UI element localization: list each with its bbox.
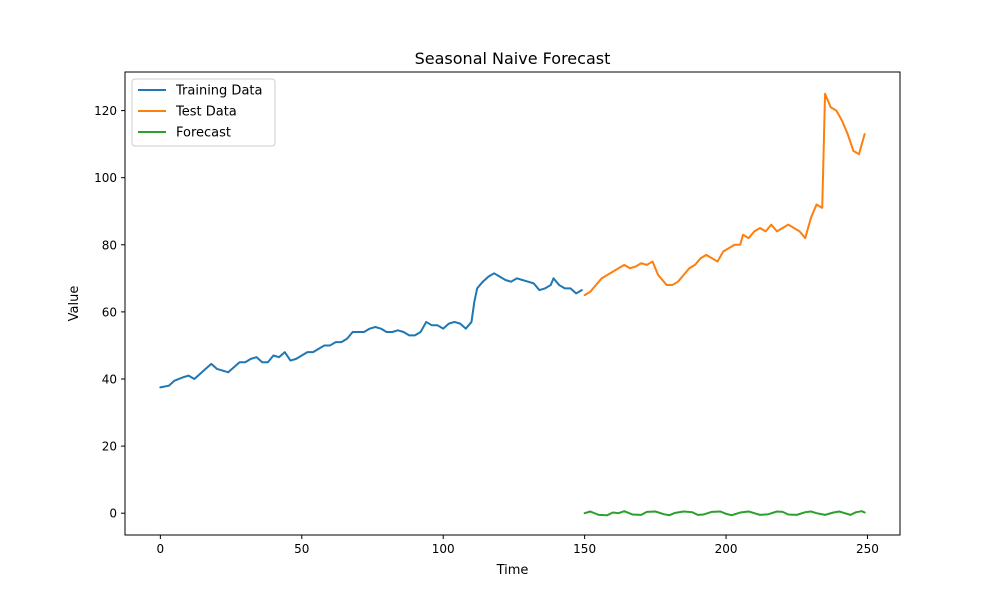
y-axis-label: Value	[67, 286, 82, 322]
legend-label-forecast: Forecast	[176, 126, 231, 141]
y-axis: 0 20 40 60 80 100 120	[94, 104, 125, 521]
series-layer	[159, 92, 866, 517]
legend-label-test: Test Data	[175, 105, 237, 120]
y-tick-label: 20	[102, 440, 117, 454]
y-tick-label: 120	[94, 104, 117, 118]
series-line-test-data	[583, 92, 866, 297]
x-tick-label: 200	[715, 542, 738, 556]
x-tick-label: 0	[157, 542, 165, 556]
y-tick-label: 80	[102, 238, 117, 252]
y-tick-label: 60	[102, 305, 117, 319]
x-tick-label: 100	[432, 542, 455, 556]
y-tick-label: 40	[102, 372, 117, 386]
x-axis: 0 50 100 150 200 250	[157, 535, 879, 556]
x-tick-label: 250	[856, 542, 879, 556]
series-line-forecast	[583, 510, 866, 517]
legend-label-training: Training Data	[175, 84, 262, 99]
legend-box	[131, 78, 276, 147]
x-tick-label: 50	[294, 542, 309, 556]
x-tick-label: 150	[573, 542, 596, 556]
y-tick-label: 100	[94, 171, 117, 185]
series-line-training-data	[159, 272, 583, 389]
chart-title: Seasonal Naive Forecast	[415, 49, 611, 68]
plot-frame	[124, 71, 901, 536]
legend: Training Data Test Data Forecast	[131, 78, 276, 147]
y-tick-label: 0	[109, 507, 117, 521]
x-axis-label: Time	[496, 563, 529, 578]
plot-area	[125, 72, 900, 535]
